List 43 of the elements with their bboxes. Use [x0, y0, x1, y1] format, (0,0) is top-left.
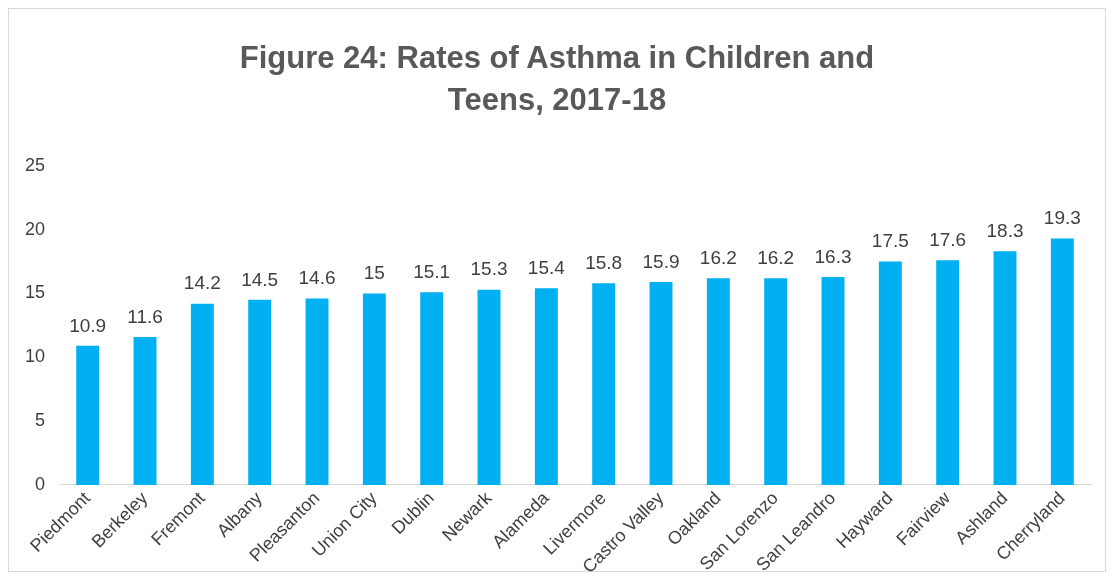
data-label: 15.9 — [642, 250, 680, 272]
bar — [133, 336, 157, 485]
bar — [190, 303, 214, 485]
bar — [936, 260, 960, 485]
chart-title: Figure 24: Rates of Asthma in Children and Teens, 2017-18 — [238, 39, 876, 119]
bar — [878, 261, 902, 485]
data-label: 14.2 — [183, 272, 221, 294]
data-label: 16.2 — [757, 246, 795, 268]
y-tick-label: 10 — [24, 346, 46, 367]
bar — [821, 276, 845, 485]
data-label: 10.9 — [69, 314, 107, 336]
y-tick-label: 0 — [35, 473, 46, 494]
bar — [764, 278, 788, 485]
bar — [1050, 238, 1074, 485]
bar — [649, 281, 673, 485]
data-label: 14.6 — [298, 267, 336, 289]
data-label: 15.8 — [585, 251, 623, 273]
data-label: 15.3 — [470, 258, 508, 280]
data-label: 19.3 — [1043, 207, 1081, 229]
data-label: 15 — [363, 262, 385, 284]
bar — [76, 345, 100, 485]
bar — [248, 299, 272, 485]
bar — [993, 251, 1017, 485]
bar — [477, 289, 501, 485]
data-label: 14.5 — [241, 268, 279, 290]
y-tick-label: 15 — [24, 282, 46, 303]
bar — [534, 288, 558, 485]
bar — [706, 278, 730, 485]
data-label: 18.3 — [986, 220, 1024, 242]
data-label: 16.3 — [814, 245, 852, 267]
bar — [305, 298, 329, 485]
data-label: 15.4 — [527, 257, 566, 279]
bar — [592, 283, 616, 485]
data-label: 17.6 — [929, 229, 967, 251]
y-tick-label: 20 — [24, 218, 46, 239]
bar — [362, 293, 386, 485]
data-label: 16.2 — [699, 246, 737, 268]
bar — [420, 292, 444, 485]
y-tick-label: 5 — [35, 410, 46, 431]
data-label: 15.1 — [413, 260, 451, 282]
y-tick-label: 25 — [24, 154, 46, 175]
data-label: 17.5 — [871, 230, 909, 252]
data-label: 11.6 — [127, 305, 163, 327]
